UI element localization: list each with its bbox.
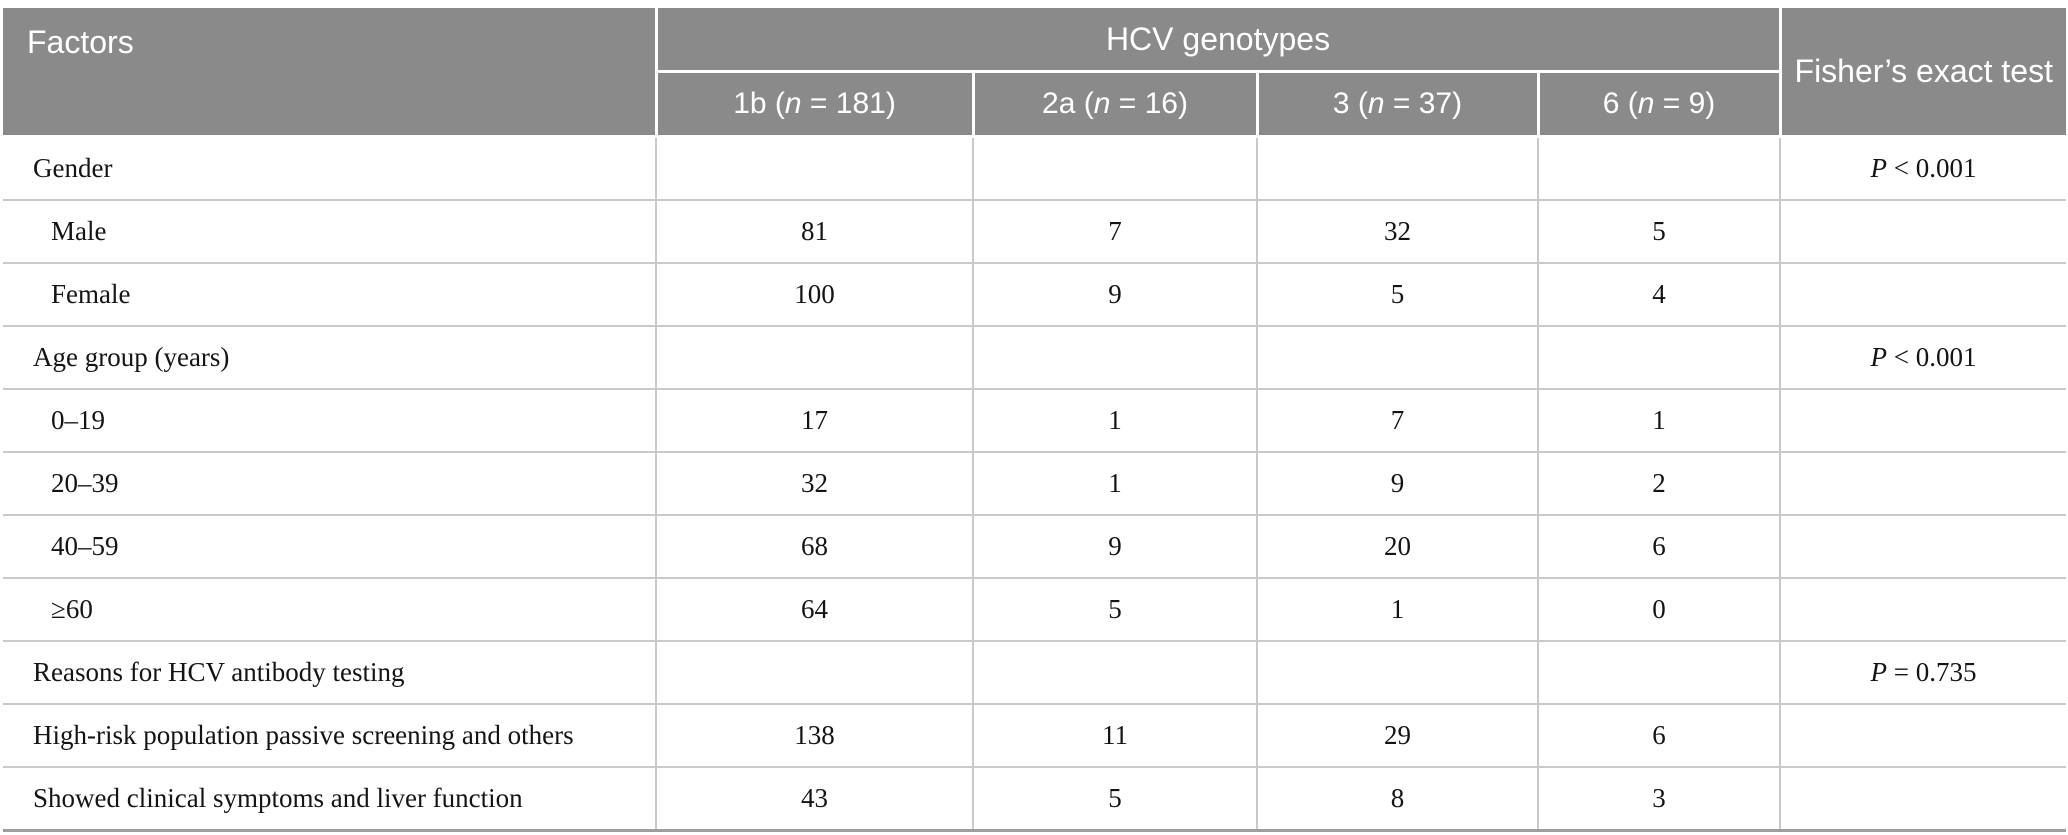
- p-value-cell: P < 0.001: [1779, 325, 2066, 390]
- value-cell: 64: [655, 577, 974, 642]
- value-cell: 5: [972, 577, 1258, 642]
- value-cell: 0: [1537, 577, 1781, 642]
- row-label: Reasons for HCV antibody testing: [3, 640, 657, 705]
- table-row: High-risk population passive screening a…: [3, 703, 2066, 768]
- value-cell: 5: [972, 766, 1258, 832]
- table-row: 40–59 68 9 20 6: [3, 514, 2066, 579]
- row-label: Age group (years): [3, 325, 657, 390]
- column-header-factors: Factors: [3, 8, 658, 138]
- p-value-cell: [1779, 577, 2066, 642]
- value-cell: 81: [655, 199, 974, 264]
- table-row: Gender P < 0.001: [3, 135, 2066, 201]
- value-cell: [972, 640, 1258, 705]
- value-cell: 9: [972, 262, 1258, 327]
- table-header: Factors HCV genotypes Fisher’s exact tes…: [3, 8, 2066, 138]
- value-cell: 11: [972, 703, 1258, 768]
- value-cell: [972, 135, 1258, 201]
- value-cell: 43: [655, 766, 974, 832]
- value-cell: [1537, 325, 1781, 390]
- value-cell: 6: [1537, 514, 1781, 579]
- column-header-hcv-genotypes: HCV genotypes: [654, 8, 1782, 73]
- value-cell: 1: [972, 388, 1258, 453]
- value-cell: 138: [655, 703, 974, 768]
- row-label: 40–59: [3, 514, 657, 579]
- value-cell: 100: [655, 262, 974, 327]
- p-value-cell: P < 0.001: [1779, 135, 2066, 201]
- row-label: Male: [3, 199, 657, 264]
- p-value-cell: P = 0.735: [1779, 640, 2066, 705]
- value-cell: 29: [1256, 703, 1539, 768]
- value-cell: 32: [655, 451, 974, 516]
- column-header-genotype-1b: 1b (n = 181): [656, 70, 975, 138]
- value-cell: [1256, 640, 1539, 705]
- value-cell: [655, 640, 974, 705]
- value-cell: 6: [1537, 703, 1781, 768]
- value-cell: 3: [1537, 766, 1781, 832]
- value-cell: 1: [1537, 388, 1781, 453]
- value-cell: 9: [1256, 451, 1539, 516]
- value-cell: [1256, 135, 1539, 201]
- p-value-cell: [1779, 199, 2066, 264]
- value-cell: 4: [1537, 262, 1781, 327]
- value-cell: 17: [655, 388, 974, 453]
- p-value-cell: [1779, 262, 2066, 327]
- value-cell: 7: [972, 199, 1258, 264]
- column-header-genotype-2a: 2a (n = 16): [971, 70, 1259, 138]
- value-cell: [972, 325, 1258, 390]
- row-label: Gender: [3, 135, 657, 201]
- table-row: Reasons for HCV antibody testing P = 0.73…: [3, 640, 2066, 705]
- header-row-genotypes: 1b (n = 181) 2a (n = 16) 3 (n = 37) 6 (n = …: [3, 70, 2066, 138]
- p-value-cell: [1779, 514, 2066, 579]
- row-label: ≥60: [3, 577, 657, 642]
- value-cell: [1537, 640, 1781, 705]
- table-row: Female 100 9 5 4: [3, 262, 2066, 327]
- value-cell: 32: [1256, 199, 1539, 264]
- value-cell: 20: [1256, 514, 1539, 579]
- table-row: Age group (years) P < 0.001: [3, 325, 2066, 390]
- table-row: 20–39 32 1 9 2: [3, 451, 2066, 516]
- p-value-cell: [1779, 388, 2066, 453]
- row-label: High-risk population passive screening a…: [3, 703, 657, 768]
- value-cell: 5: [1537, 199, 1781, 264]
- table-row: Showed clinical symptoms and liver funct…: [3, 766, 2066, 832]
- p-value-cell: [1779, 451, 2066, 516]
- row-label: Female: [3, 262, 657, 327]
- value-cell: [655, 135, 974, 201]
- row-label: 0–19: [3, 388, 657, 453]
- value-cell: 1: [1256, 577, 1539, 642]
- value-cell: 68: [655, 514, 974, 579]
- table-row: Male 81 7 32 5: [3, 199, 2066, 264]
- value-cell: 9: [972, 514, 1258, 579]
- column-header-genotype-6: 6 (n = 9): [1536, 70, 1780, 138]
- value-cell: 2: [1537, 451, 1781, 516]
- p-value-cell: [1779, 766, 2066, 832]
- row-label: 20–39: [3, 451, 657, 516]
- value-cell: [655, 325, 974, 390]
- row-label: Showed clinical symptoms and liver funct…: [3, 766, 657, 832]
- value-cell: 5: [1256, 262, 1539, 327]
- header-row-groups: Factors HCV genotypes Fisher’s exact tes…: [3, 8, 2066, 138]
- table-row: ≥60 64 5 1 0: [3, 577, 2066, 642]
- p-value-cell: [1779, 703, 2066, 768]
- column-header-fisher-test: Fisher’s exact test: [1778, 8, 2066, 138]
- value-cell: 7: [1256, 388, 1539, 453]
- value-cell: 8: [1256, 766, 1539, 832]
- table-row: 0–19 17 1 7 1: [3, 388, 2066, 453]
- table-body: Gender P < 0.001 Male 81 7 32 5 Female 100 9 5 4 Age…: [3, 135, 2066, 832]
- hcv-genotypes-table: Factors HCV genotypes Fisher’s exact tes…: [3, 8, 2066, 832]
- value-cell: [1537, 135, 1781, 201]
- column-header-genotype-3: 3 (n = 37): [1255, 70, 1540, 138]
- value-cell: 1: [972, 451, 1258, 516]
- value-cell: [1256, 325, 1539, 390]
